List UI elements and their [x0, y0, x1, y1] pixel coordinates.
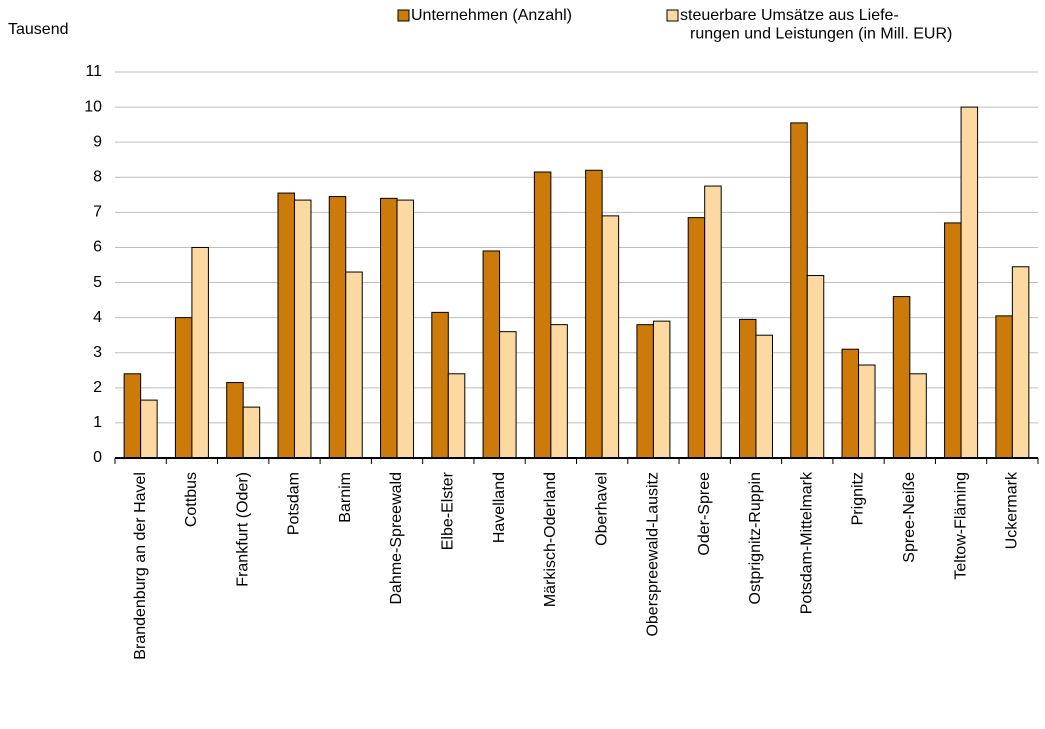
x-tick-label: Oder-Spree: [696, 472, 713, 556]
bar: [858, 364, 876, 459]
bar: [585, 169, 603, 459]
bar: [995, 315, 1013, 459]
x-tick-label: Havelland: [491, 472, 508, 543]
y-tick-label: 6: [93, 239, 102, 256]
legend-label: Unternehmen (Anzahl): [411, 7, 572, 24]
bar: [909, 373, 927, 459]
bar: [380, 197, 398, 459]
bar: [226, 382, 244, 459]
bar: [636, 324, 654, 459]
x-tick-label: Brandenburg an der Havel: [132, 472, 149, 660]
legend-swatch: [666, 9, 679, 22]
y-tick-label: 3: [93, 344, 102, 361]
bar: [738, 318, 757, 459]
x-tick-label: Spree-Neiße: [901, 472, 918, 563]
y-tick-label: 5: [93, 274, 102, 291]
x-tick-label: Oberhavel: [593, 472, 610, 546]
legend-label: steuerbare Umsätze aus Liefe-rungen und …: [680, 7, 952, 42]
bar: [293, 199, 312, 459]
x-tick-label: Frankfurt (Oder): [234, 472, 251, 587]
bar: [841, 348, 860, 459]
bar: [755, 334, 773, 459]
x-tick-label: Potsdam: [286, 472, 303, 535]
bar: [123, 373, 142, 459]
y-tick-label: 11: [85, 63, 102, 80]
bar: [191, 246, 209, 459]
x-tick-label: Elbe-Elster: [440, 471, 457, 550]
bar: [242, 406, 261, 459]
bar: [174, 317, 193, 459]
y-tick-label: 7: [93, 204, 102, 221]
x-tick-label: Cottbus: [183, 472, 200, 527]
bar: [277, 192, 295, 459]
bar: [140, 399, 158, 459]
bar: [533, 171, 552, 459]
x-tick-label: Uckermark: [1004, 471, 1021, 549]
bar: [1011, 266, 1030, 459]
bar: [806, 275, 825, 459]
y-tick-label: 1: [93, 414, 102, 431]
x-tick-label: Oberspreewald-Lausitz: [645, 472, 662, 637]
y-tick-label: 2: [93, 379, 102, 396]
bar: [499, 331, 517, 459]
bar: [960, 106, 979, 459]
bar: [652, 320, 671, 459]
bar: [447, 373, 466, 459]
bar: [328, 196, 347, 459]
x-tick-label: Potsdam-Mittelmark: [798, 471, 815, 614]
bar: [944, 222, 962, 459]
bar: [345, 271, 363, 459]
bar: [790, 122, 808, 459]
y-tick-label: 9: [93, 133, 102, 150]
y-axis-label: Tausend: [8, 21, 69, 38]
bar: [687, 217, 706, 459]
y-tick-label: 8: [93, 168, 102, 185]
bar: [892, 296, 911, 459]
legend-swatch: [397, 9, 410, 22]
bar: [396, 199, 415, 459]
bar: [550, 324, 568, 459]
x-tick-label: Teltow-Fläming: [952, 472, 969, 580]
bar: [704, 185, 722, 459]
y-tick-label: 4: [93, 309, 102, 326]
y-tick-label: 0: [93, 449, 102, 466]
x-tick-label: Märkisch-Oderland: [542, 472, 559, 607]
bar: [431, 311, 449, 459]
x-tick-label: Barnim: [337, 472, 354, 523]
y-tick-label: 10: [84, 98, 102, 115]
bar: [601, 215, 620, 459]
bar: [482, 250, 501, 459]
x-tick-label: Ostprignitz-Ruppin: [747, 472, 764, 605]
x-tick-label: Prignitz: [850, 472, 867, 525]
x-tick-label: Dahme-Spreewald: [388, 472, 405, 605]
